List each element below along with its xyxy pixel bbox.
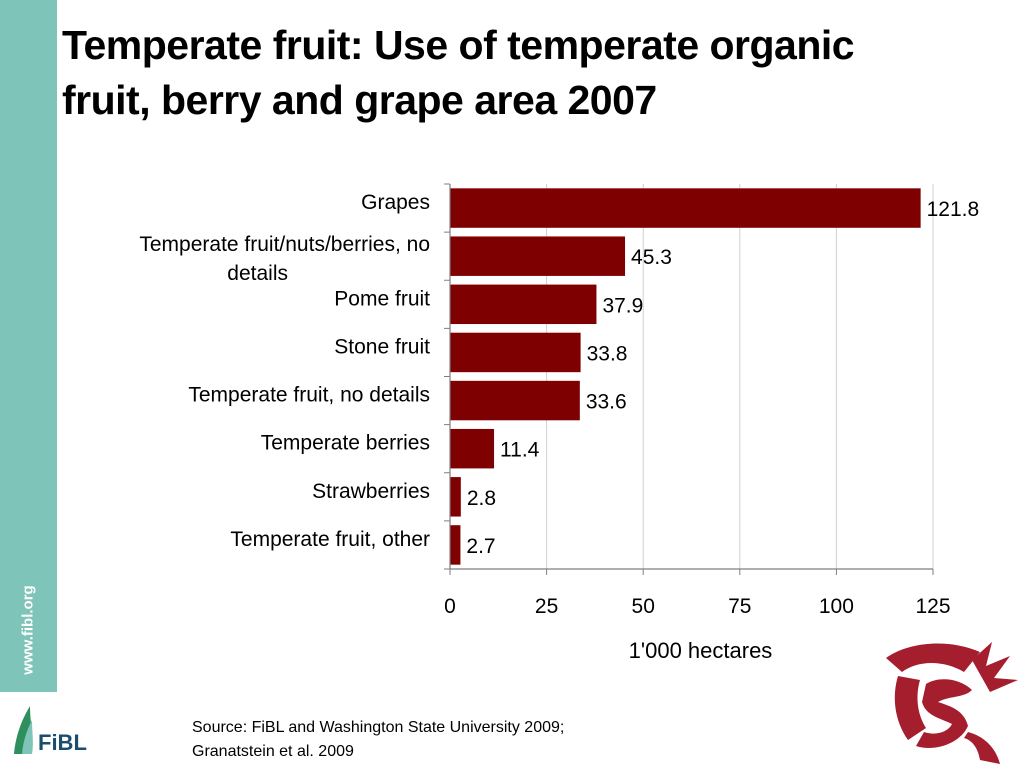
category-label-1-line-1: details [227,262,288,285]
category-label-1-line-0: Temperate fruit/nuts/berries, no [139,233,430,256]
source-note: Source: FiBL and Washington State Univer… [192,716,564,764]
x-tick-label-3: 75 [728,595,751,618]
side-bar [0,0,57,692]
value-label-6: 2.8 [467,487,496,510]
source-line-1: Source: FiBL and Washington State Univer… [192,719,565,736]
category-label-0: Grapes [361,191,430,214]
x-tick-label-4: 100 [819,595,854,618]
bar-7 [450,525,461,565]
bar-5 [450,428,495,469]
x-tick-label-0: 0 [444,595,456,618]
value-label-4: 33.6 [586,391,627,414]
category-label-6: Strawberries [312,480,430,503]
bar-0 [450,188,921,228]
category-label-4: Temperate fruit, no details [188,384,430,407]
bar-2 [450,284,597,325]
category-label-3: Stone fruit [334,335,430,358]
value-label-1: 45.3 [631,246,672,269]
value-label-2: 37.9 [602,294,643,317]
value-label-0: 121.8 [927,198,980,221]
category-label-5: Temperate berries [261,432,430,455]
category-label-1: Temperate fruit/nuts/berries, no details [139,233,430,285]
x-tick-label-2: 50 [632,595,655,618]
category-label-2: Pome fruit [334,287,430,310]
x-axis-title: 1'000 hectares [629,638,773,663]
source-line-2: Granatstein et al. 2009 [192,743,354,760]
value-label-5: 11.4 [500,439,540,462]
slide-title: Temperate fruit: Use of temperate organi… [62,18,1002,128]
bar-4 [450,380,580,421]
x-tick-label-5: 125 [915,595,950,618]
bar-chart: 121.8 Grapes 45.3 Temperate fruit/nuts/berr… [139,183,980,663]
value-label-7: 2.7 [466,535,495,558]
category-label-7: Temperate fruit, other [230,528,430,551]
bar-1 [450,236,626,276]
bar-6 [450,477,461,517]
bar-3 [450,332,581,373]
title-line-1: Temperate fruit: Use of temperate organi… [62,22,855,68]
value-label-3: 33.8 [587,342,628,365]
title-line-2: fruit, berry and grape area 2007 [62,77,657,123]
fibl-logo: FiBL [14,706,87,755]
wsu-cougar-logo [886,642,1018,764]
x-tick-label-1: 25 [535,595,558,618]
fibl-logo-text: FiBL [38,730,87,755]
